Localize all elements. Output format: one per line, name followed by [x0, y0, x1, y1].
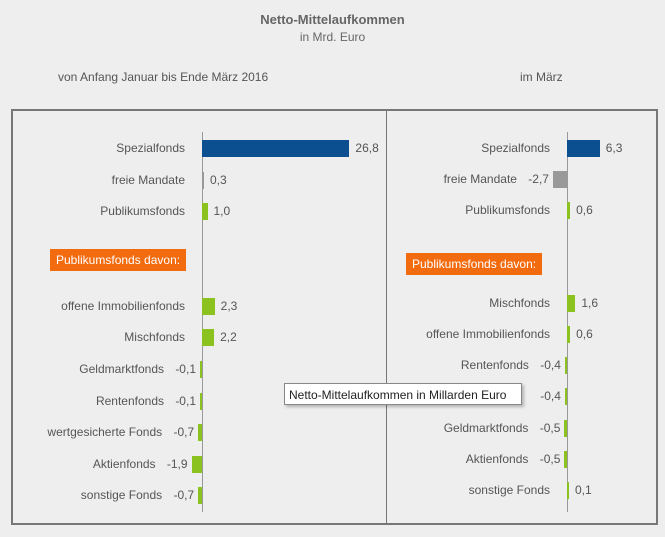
category-label: Rentenfonds: [460, 358, 529, 372]
bar: [552, 171, 567, 188]
bar: [567, 295, 576, 312]
bar: [567, 482, 569, 499]
category-label: Aktienfonds: [465, 452, 529, 466]
value-label: 0,6: [576, 327, 593, 341]
tooltip: Netto-Mittelaufkommen in Millarden Euro: [284, 383, 522, 405]
axis-line: [202, 132, 203, 512]
category-label: sonstige Fonds: [80, 488, 163, 502]
category-label: Publikumsfonds: [465, 203, 550, 217]
bar: [564, 420, 567, 437]
bar: [567, 202, 571, 219]
value-label: -0,4: [540, 389, 561, 403]
category-label: wertgesicherte Fonds: [47, 425, 163, 439]
category-label: Geldmarktfonds: [443, 421, 529, 435]
bar: [567, 140, 600, 157]
category-label: Mischfonds: [489, 296, 550, 310]
value-label: 1,6: [581, 296, 598, 310]
bar: [198, 487, 202, 504]
bar: [191, 456, 202, 473]
category-label: Spezialfonds: [116, 141, 185, 155]
category-label: freie Mandate: [443, 172, 517, 186]
value-label: -0,1: [175, 362, 196, 376]
chart-frame: [11, 109, 658, 525]
bar: [202, 172, 204, 189]
value-label: -0,1: [175, 394, 196, 408]
bar: [202, 298, 215, 315]
value-label: -0,5: [539, 452, 561, 466]
category-label: Spezialfonds: [481, 141, 550, 155]
category-label: freie Mandate: [111, 173, 185, 187]
highlight-label: Publikumsfonds davon:: [406, 253, 543, 275]
value-label: -0,7: [173, 425, 195, 439]
left-period-label: von Anfang Januar bis Ende März 2016: [58, 70, 269, 84]
axis-line: [567, 132, 568, 512]
value-label: 0,1: [575, 483, 592, 497]
panel-divider: [386, 110, 387, 523]
value-label: -1,9: [166, 457, 188, 471]
bar: [200, 393, 202, 410]
bar: [202, 140, 350, 157]
value-label: -0,7: [173, 488, 195, 502]
bar: [564, 388, 567, 405]
value-label: -2,7: [528, 172, 549, 186]
category-label: Mischfonds: [124, 330, 185, 344]
category-label: offene Immobilienfonds: [426, 327, 550, 341]
category-label: sonstige Fonds: [468, 483, 550, 497]
highlight-label: Publikumsfonds davon:: [50, 249, 187, 271]
bar: [564, 357, 567, 374]
value-label: 0,3: [210, 173, 227, 187]
value-label: -0,5: [539, 421, 561, 435]
bar: [202, 329, 215, 346]
value-label: 2,2: [220, 330, 237, 344]
value-label: 1,0: [213, 204, 231, 218]
bar: [567, 326, 571, 343]
category-label: Geldmarktfonds: [79, 362, 164, 376]
bar: [200, 361, 202, 378]
value-label: 2,3: [220, 299, 238, 313]
bar: [202, 203, 208, 220]
bar: [564, 451, 567, 468]
chart-title: Netto-Mittelaufkommen: [260, 12, 405, 27]
bar: [198, 424, 202, 441]
value-label: 0,6: [576, 203, 593, 217]
category-label: Aktienfonds: [92, 457, 156, 471]
category-label: offene Immobilienfonds: [61, 299, 185, 313]
right-period-label: im März: [520, 70, 563, 84]
category-label: Rentenfonds: [95, 394, 164, 408]
value-label: 26,8: [355, 141, 379, 155]
chart-subtitle: in Mrd. Euro: [299, 30, 366, 44]
value-label: -0,4: [540, 358, 561, 372]
category-label: Publikumsfonds: [100, 204, 185, 218]
value-label: 6,3: [605, 141, 623, 155]
